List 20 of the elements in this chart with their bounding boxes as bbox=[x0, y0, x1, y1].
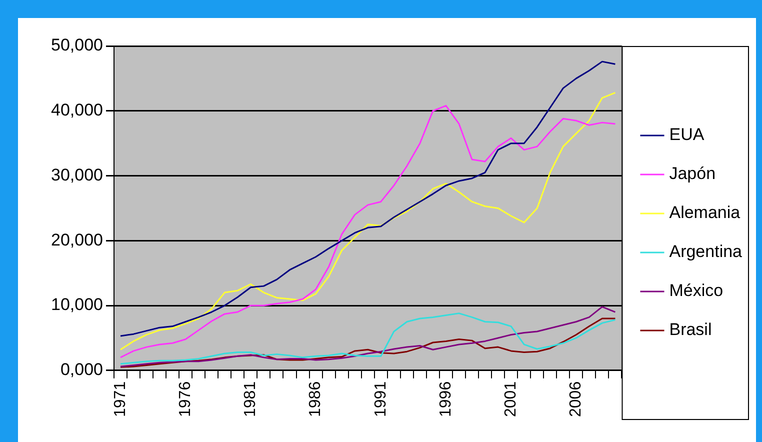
x-tick-label: 1981 bbox=[242, 381, 260, 417]
legend-label: Argentina bbox=[669, 242, 743, 262]
x-tick-label: 1971 bbox=[112, 381, 129, 417]
y-tick-label: 20,000 bbox=[50, 230, 103, 250]
y-tick-label: 30,000 bbox=[50, 165, 103, 184]
legend-label: Japón bbox=[669, 164, 716, 184]
x-tick-label: 2006 bbox=[568, 381, 585, 417]
x-tick-label: 1991 bbox=[372, 381, 390, 417]
y-tick-label: 0,000 bbox=[60, 360, 103, 380]
x-tick-label: 1996 bbox=[437, 381, 454, 417]
x-tick-label: 1976 bbox=[177, 381, 194, 417]
legend-label: EUA bbox=[669, 125, 705, 144]
legend-label: México bbox=[669, 281, 724, 300]
y-tick-label: 40,000 bbox=[50, 100, 103, 120]
y-tick-label: 10,000 bbox=[50, 295, 103, 314]
legend-label: Brasil bbox=[669, 320, 712, 340]
y-tick-label: 50,000 bbox=[50, 36, 103, 55]
x-tick-label: 1986 bbox=[307, 381, 324, 417]
legend-label: Alemania bbox=[669, 203, 741, 222]
x-tick-label: 2001 bbox=[502, 381, 520, 417]
